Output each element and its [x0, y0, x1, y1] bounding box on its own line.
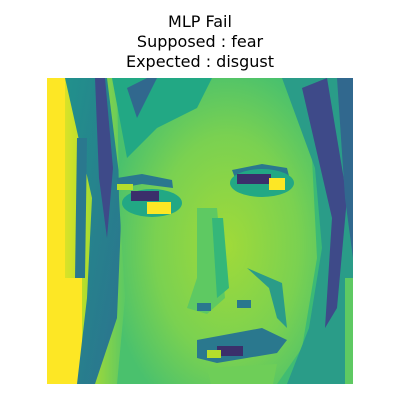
- nose-bridge-dark: [212, 218, 229, 298]
- hair-left-strand-2: [75, 138, 87, 278]
- right-eye-dark: [237, 174, 271, 184]
- chin: [207, 364, 277, 384]
- mouth-highlight: [207, 350, 221, 358]
- hair-left-dark-strand: [95, 78, 113, 238]
- nasolabial-fold: [247, 268, 287, 328]
- hair-right-strand-2: [337, 78, 353, 258]
- figure-title: MLP Fail Supposed : fear Expected : disg…: [0, 12, 400, 72]
- mouth-dark: [217, 346, 243, 356]
- nostril-left: [197, 303, 211, 311]
- left-bright-region-lower: [47, 278, 82, 384]
- left-eye-highlight: [147, 202, 171, 214]
- left-eye-dark: [131, 191, 159, 201]
- face-image-svg: [47, 78, 353, 384]
- hair-top-dark: [127, 78, 157, 118]
- title-line-1: MLP Fail: [168, 12, 232, 31]
- hair-right-dark-strand: [302, 78, 347, 328]
- left-eye-edge: [117, 184, 133, 190]
- right-eye-highlight: [269, 178, 285, 190]
- right-edge-light: [345, 278, 353, 384]
- face-image: [47, 78, 353, 384]
- title-line-3: Expected : disgust: [125, 52, 275, 71]
- nostril-right: [237, 300, 251, 308]
- title-line-2: Supposed : fear: [136, 32, 264, 51]
